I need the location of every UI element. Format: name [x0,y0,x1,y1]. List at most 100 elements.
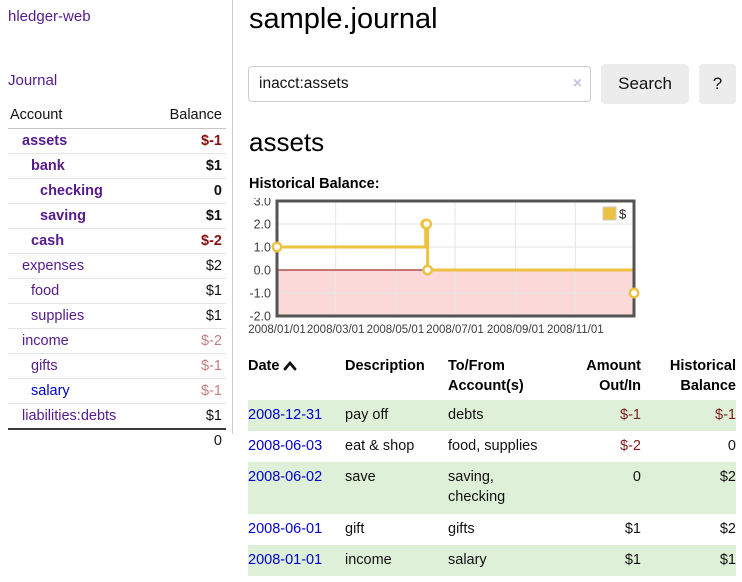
transaction-date-link[interactable]: 2008-01-01 [248,552,323,569]
search-box: × [248,66,592,103]
clear-search-icon[interactable]: × [572,75,583,93]
svg-text:2.0: 2.0 [254,217,271,231]
register-cell-amount: $1 [624,552,641,569]
register-cell-description: income [345,552,392,569]
sidebar-account-row: checking 0 [8,179,226,204]
account-balance: 0 [213,183,222,199]
register-cell-amount: $-1 [620,406,641,423]
account-balance: $-1 [201,358,222,374]
account-link[interactable]: expenses [22,258,85,274]
svg-text:$: $ [619,206,627,221]
register-cell-date: 2008-06-01 [248,514,345,545]
sidebar: hledger-web Journal Account Balance asse… [0,0,233,449]
svg-text:0.0: 0.0 [254,263,271,277]
register-cell-description: gift [345,520,365,537]
sidebar-account-row: cash $-2 [8,229,226,254]
register-cell-description: save [345,469,376,486]
account-balance: $1 [205,308,222,324]
x-axis-labels: 2008/01/01 2008/03/01 2008/05/01 2008/07/01… [248,324,603,336]
register-cell-accounts: debts [448,406,484,423]
column-header-accounts[interactable]: To/From Account(s) [448,357,524,395]
sidebar-account-row: food $1 [8,279,226,304]
search-input[interactable] [248,66,592,103]
register-cell-amount: 0 [632,469,641,486]
transaction-date-link[interactable]: 2008-06-01 [248,520,323,537]
register-cell-date: 2008-06-03 [248,431,345,462]
account-heading: assets [249,127,325,158]
register-cell-date: 2008-12-31 [248,400,345,431]
account-balance: $1 [205,408,222,424]
register-cell-accounts: saving, checking [448,469,506,506]
balance-column-label: Balance [169,107,222,123]
svg-text:-1.0: -1.0 [249,286,271,300]
transaction-date-link[interactable]: 2008-06-03 [248,437,323,454]
account-balance: $1 [205,208,222,224]
account-link[interactable]: checking [40,183,103,199]
accounts-total-value: 0 [213,433,222,449]
sidebar-account-row: supplies $1 [8,304,226,329]
help-button[interactable]: ? [699,64,736,105]
svg-text:-2.0: -2.0 [249,309,271,323]
column-header-description[interactable]: Description [345,357,425,374]
register-cell-balance: 0 [727,437,736,454]
account-link[interactable]: cash [31,233,65,249]
register-header-row: Date Description To/From Account(s) Amou… [248,354,736,400]
sidebar-account-row: salary $-1 [8,379,226,404]
register-cell-date: 2008-06-02 [248,462,345,514]
account-link[interactable]: saving [40,208,86,224]
transaction-date-link[interactable]: 2008-06-02 [248,469,323,486]
register-cell-balance: $2 [719,469,736,486]
account-link[interactable]: food [31,283,60,299]
chart-title: Historical Balance: [249,175,380,192]
accounts-list: assets $-1 bank $1 checking 0 saving $1 cash $-2 e… [8,129,226,428]
sidebar-account-row: expenses $2 [8,254,226,279]
accounts-total-row: 0 [8,428,226,452]
account-link[interactable]: salary [31,383,70,399]
svg-text:3.0: 3.0 [254,198,271,209]
register-cell-amount: $-2 [620,437,641,454]
register-cell-accounts: gifts [448,520,475,537]
transaction-date-link[interactable]: 2008-12-31 [248,406,323,423]
sidebar-account-row: saving $1 [8,204,226,229]
plot-border [275,199,636,318]
account-link[interactable]: income [22,333,69,349]
accounts-tree-header: Account Balance [8,104,226,129]
register-table: Date Description To/From Account(s) Amou… [248,354,736,577]
main-content: sample.journal × Search ? assets Histori… [248,0,736,577]
register-cell-amount: $1 [624,520,641,537]
sort-ascending-icon [283,357,297,377]
register-row: 2008-06-01 gift gifts $1 $2 [248,514,736,545]
app-brand-link[interactable]: hledger-web [8,8,91,25]
register-row: 2008-06-03 eat & shop food, supplies $-2 0 [248,431,736,462]
account-link[interactable]: bank [31,158,65,174]
svg-text:2008/01/01: 2008/01/01 [248,324,306,336]
sidebar-account-row: assets $-1 [8,129,226,154]
svg-text:1.0: 1.0 [254,240,271,254]
register-cell-balance: $2 [719,520,736,537]
account-balance: $-2 [201,233,222,249]
sidebar-account-row: gifts $-1 [8,354,226,379]
sidebar-item-journal[interactable]: Journal [8,72,58,89]
column-header-balance[interactable]: Historical Balance [669,357,736,395]
sidebar-account-row: bank $1 [8,154,226,179]
search-button[interactable]: Search [601,64,689,105]
accounts-tree: Account Balance assets $-1 bank $1 checking 0… [8,104,226,452]
account-balance: $-2 [201,333,222,349]
search-form: × Search ? [248,64,736,105]
svg-text:2008/11/01: 2008/11/01 [547,324,604,336]
account-link[interactable]: gifts [31,358,58,374]
account-link[interactable]: assets [22,133,68,149]
svg-text:2008/05/01: 2008/05/01 [367,324,425,336]
account-balance: $-1 [201,133,222,149]
column-header-date[interactable]: Date [248,354,345,400]
y-axis-labels: 3.0 2.0 1.0 0.0 -1.0 -2.0 [249,198,271,324]
account-link[interactable]: liabilities:debts [22,408,117,424]
account-balance: $1 [205,158,222,174]
register-cell-description: pay off [345,406,389,423]
register-row: 2008-12-31 pay off debts $-1 $-1 [248,399,736,431]
account-balance: $1 [205,283,222,299]
page-title: sample.journal [249,3,438,35]
account-link[interactable]: supplies [31,308,85,324]
column-header-amount[interactable]: Amount Out/In [586,357,641,395]
register-row: 2008-01-01 income salary $1 $1 [248,545,736,577]
